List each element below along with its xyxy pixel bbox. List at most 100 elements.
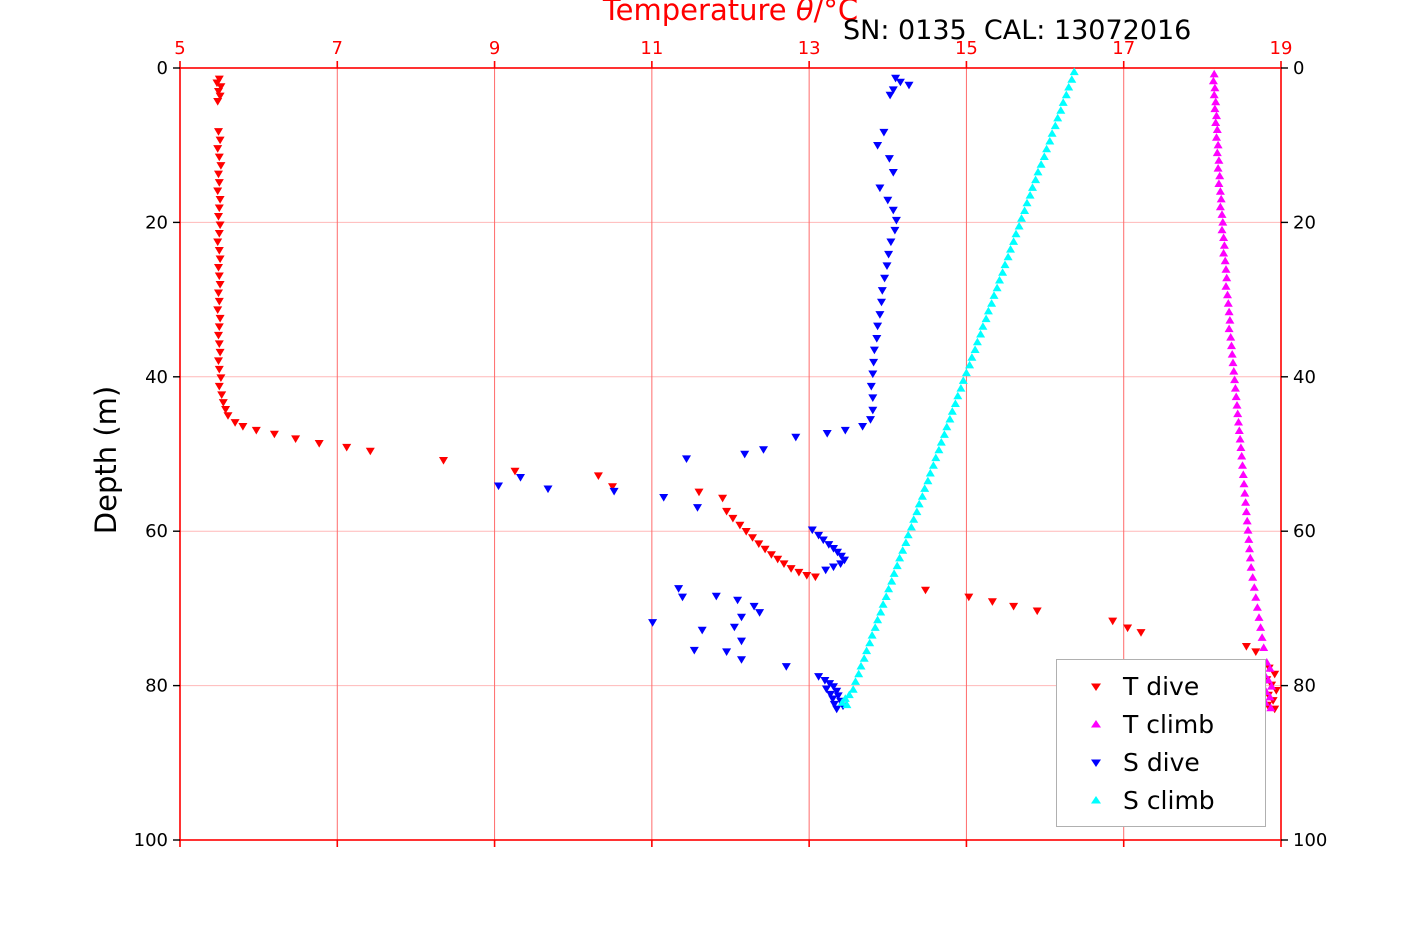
data-point-t-climb [1220, 256, 1230, 265]
triangle-up-icon [1083, 719, 1109, 730]
data-point-t-climb [1210, 83, 1220, 92]
y-tick-label-right: 100 [1293, 830, 1327, 851]
data-point-s-climb [873, 615, 883, 624]
data-point-s-dive [733, 596, 743, 605]
x-tick-label: 9 [489, 38, 500, 59]
data-point-s-climb [1064, 82, 1074, 91]
data-point-t-climb [1257, 633, 1267, 641]
data-point-s-dive [869, 358, 879, 367]
data-point-s-climb [895, 553, 905, 562]
data-point-s-climb [956, 384, 966, 392]
data-point-s-climb [851, 677, 860, 685]
data-point-s-climb [1036, 160, 1046, 168]
data-point-s-climb [1020, 206, 1030, 214]
data-point-s-climb [950, 399, 960, 407]
data-point-s-dive [833, 548, 842, 557]
data-point-t-dive [964, 593, 974, 602]
x-tick-label: 5 [174, 38, 185, 59]
data-point-s-dive [494, 482, 503, 491]
data-point-s-dive [814, 673, 824, 681]
data-point-t-climb [1249, 583, 1259, 591]
data-point-s-climb [867, 631, 877, 639]
data-point-t-climb [1209, 69, 1219, 78]
plot-frame [179, 67, 1282, 841]
data-point-s-dive [890, 226, 900, 235]
data-point-t-dive [314, 440, 324, 448]
data-point-t-climb [1212, 148, 1222, 157]
data-point-s-dive [609, 487, 619, 496]
data-point-s-dive [884, 250, 894, 259]
data-point-s-climb [892, 561, 902, 570]
data-point-t-climb [1215, 171, 1225, 180]
data-point-s-dive [697, 626, 707, 635]
data-point-t-climb [1244, 535, 1254, 543]
data-point-t-climb [1259, 643, 1269, 651]
data-point-s-dive [821, 566, 831, 575]
data-point-s-dive [836, 560, 846, 568]
data-point-s-climb [998, 268, 1008, 276]
data-point-s-climb [1028, 183, 1037, 191]
data-point-t-dive [510, 467, 520, 476]
theta-symbol: θ [795, 0, 814, 27]
data-point-t-climb [1212, 125, 1222, 133]
data-point-s-dive [891, 74, 901, 83]
data-point-s-dive [755, 609, 765, 617]
x-tick-label: 11 [640, 38, 663, 59]
data-point-s-dive [820, 677, 830, 685]
data-point-s-dive [711, 592, 721, 601]
data-point-t-dive [802, 572, 812, 580]
data-point-s-climb [920, 484, 930, 492]
data-point-t-dive [760, 545, 770, 554]
data-point-t-climb [1211, 118, 1221, 126]
data-point-s-climb [981, 314, 991, 323]
data-point-t-dive [238, 423, 248, 431]
data-point-t-dive [251, 426, 261, 435]
data-point-t-climb [1233, 409, 1243, 418]
data-point-t-dive [754, 540, 764, 548]
data-point-s-climb [865, 638, 875, 647]
data-point-t-climb [1231, 392, 1241, 401]
y-tick-label-right: 20 [1293, 212, 1316, 233]
x-tick-label: 7 [332, 38, 343, 59]
data-point-t-climb [1226, 333, 1236, 341]
data-point-t-climb [1246, 563, 1256, 571]
data-point-t-climb [1225, 316, 1235, 324]
data-point-s-dive [678, 593, 687, 602]
data-point-s-climb [936, 438, 946, 446]
data-point-s-dive [877, 287, 887, 295]
data-point-s-dive [868, 406, 878, 415]
data-point-t-climb [1217, 210, 1227, 218]
data-point-s-climb [1045, 136, 1055, 145]
data-point-s-climb [1031, 175, 1041, 184]
data-point-t-dive [1136, 629, 1146, 637]
data-point-t-dive [214, 340, 224, 348]
triangle-down-icon [1083, 757, 1109, 768]
data-point-t-dive [214, 88, 223, 96]
data-point-s-climb [906, 522, 916, 531]
data-point-t-climb [1227, 341, 1236, 350]
data-point-s-dive [829, 700, 839, 709]
chart-title-suffix: /°C [813, 0, 859, 27]
data-point-s-climb [878, 600, 888, 608]
data-point-s-dive [822, 430, 832, 438]
data-point-t-climb [1215, 187, 1225, 195]
y-tick-label-left: 0 [157, 58, 168, 79]
data-point-t-dive [810, 573, 820, 582]
data-point-t-climb [1266, 703, 1276, 712]
data-point-s-climb [934, 445, 944, 454]
data-point-s-climb [1042, 144, 1052, 153]
data-point-t-climb [1242, 516, 1252, 525]
data-point-t-dive [728, 514, 738, 523]
data-point-s-climb [976, 329, 986, 338]
data-point-s-climb [992, 283, 1002, 292]
data-point-s-dive [879, 128, 889, 137]
data-point-t-dive [213, 98, 223, 106]
data-point-s-dive [832, 705, 842, 714]
data-point-t-climb [1221, 265, 1231, 273]
data-point-s-dive [759, 446, 768, 454]
data-point-s-dive [818, 536, 828, 545]
data-point-s-dive [740, 450, 750, 459]
data-point-t-climb [1223, 290, 1232, 299]
data-point-t-dive [221, 406, 231, 414]
x-tick-label: 17 [1112, 38, 1135, 59]
